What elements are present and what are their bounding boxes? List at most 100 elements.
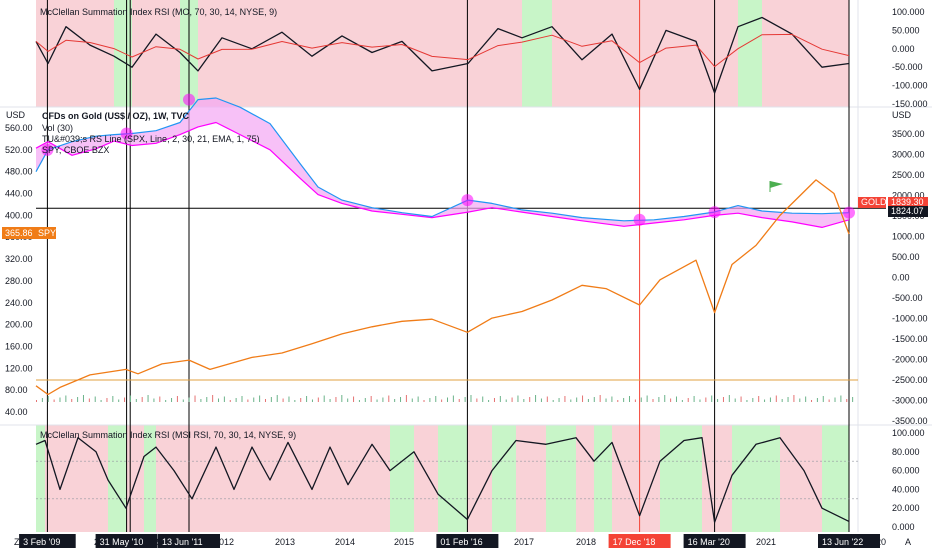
series-layer [35,16,886,523]
top-zone-20 [552,0,582,107]
left-tick-11: 120.00 [5,363,33,373]
bottom-tick-1: 80.000 [892,447,920,457]
volume-bar-93 [582,395,584,402]
volume-bar-106 [658,397,660,402]
volume-bar-42 [282,398,284,402]
volume-bar-64 [411,398,413,402]
volume-bar-0 [36,400,37,402]
volume-bar-126 [775,395,777,402]
volume-bar-86 [540,398,542,402]
volume-bar-11 [100,400,102,402]
volume-bar-88 [552,400,554,402]
volume-bar-16 [129,395,131,402]
time-year-2014: 2014 [335,537,355,547]
date-tag-1 [95,534,158,548]
volume-bar-129 [793,395,795,402]
top-zone-14 [372,0,402,107]
volume-bar-84 [529,397,531,402]
top-zone-2 [66,0,90,107]
top-zone-27 [738,0,762,107]
volume-bar-4 [59,397,61,402]
top-zone-5 [132,0,156,107]
volume-bar-112 [693,396,695,402]
bottom-zone-27 [576,425,594,532]
bottom-zone-3 [78,425,96,532]
bottom-zone-12 [234,425,252,532]
left-tick-0: 560.00 [5,123,33,133]
date-tag-6 [818,534,880,548]
date-tag-label-2: 13 Jun '11 [162,537,203,547]
volume-bar-123 [758,396,760,402]
top-zone-26 [714,0,738,107]
volume-bar-115 [711,395,713,402]
top-zone-3 [90,0,114,107]
left-tick-10: 160.00 [5,341,33,351]
bottom-tick-3: 40.000 [892,484,920,494]
axis-ticks: 100.000 50.000 0.000 -50.000 -100.000 -150.00… [5,7,928,532]
signal-circle-4 [461,194,474,207]
bottom-zone-17 [330,425,348,532]
volume-bar-1 [41,398,43,402]
date-tag-3 [436,534,499,548]
bottom-zone-7 [144,425,156,532]
volume-bar-136 [834,397,836,402]
volume-bar-10 [94,396,96,402]
bottom-zone-15 [288,425,312,532]
volume-bar-25 [182,399,184,402]
volume-bar-34 [235,398,237,402]
volume-bar-103 [640,397,642,402]
volume-bar-40 [270,397,272,402]
volume-bar-70 [447,397,448,402]
top-pane-legend: McClellan Summation Index RSI (MO, 70, 3… [40,7,277,17]
top-zone-17 [468,0,498,107]
bottom-tick-0: 100.000 [892,428,925,438]
volume-bar-127 [781,399,783,402]
spy-price-tag [2,227,56,239]
volume-bar-139 [852,397,854,402]
time-axis-corner-right[interactable]: A [905,537,911,547]
gold-close-tag [888,206,928,217]
left-tick-12: 80.00 [5,385,28,395]
spy-price-tag-value: 365.86 [5,228,33,238]
volume-bar-19 [147,395,149,402]
volume-bar-132 [811,400,813,402]
time-axis-corner-left[interactable]: Z [14,537,20,547]
volume-bar-24 [176,396,178,402]
left-tick-6: 320.00 [5,254,33,264]
volume-bar-17 [135,399,137,402]
bottom-zone-39 [822,425,849,532]
top-zone-1 [48,0,66,107]
volume-bar-46 [306,396,308,402]
rs-line [35,121,850,228]
bottom-zone-6 [126,425,144,532]
bottom-tick-2: 60.000 [892,466,920,476]
main-legend-gold: CFDs on Gold (US$ / OZ), 1W, TVC [42,111,190,121]
volume-bar-45 [300,398,302,402]
volume-bar-12 [106,398,108,402]
volume-bar-96 [599,395,601,402]
rs-fill-area [36,98,849,228]
volume-bar-63 [405,395,407,402]
date-tag-label-1: 31 May '10 [100,537,144,547]
volume-bar-3 [53,399,55,402]
bottom-zone-9 [174,425,192,532]
volume-bar-66 [423,400,425,402]
top-zone-24 [666,0,696,107]
top-zone-18 [498,0,522,107]
volume-bar-95 [593,397,595,402]
right-tick-14: -3500.00 [892,416,928,426]
volume-bar-9 [88,398,90,402]
bottom-zone-24 [492,425,516,532]
right-axis-unit: USD [892,110,912,120]
volume-bar-67 [429,398,431,402]
top-zone-10 [252,0,282,107]
gold-symbol-tag-label: GOLD [861,197,887,207]
volume-bar-99 [617,400,619,402]
time-year-2012: 2012 [214,537,234,547]
volume-bar-80 [505,399,507,402]
volume-bar-26 [188,397,190,402]
spy-line [35,179,850,396]
bottom-zone-20 [390,425,414,532]
bottom-tick-5: 0.000 [892,522,915,532]
